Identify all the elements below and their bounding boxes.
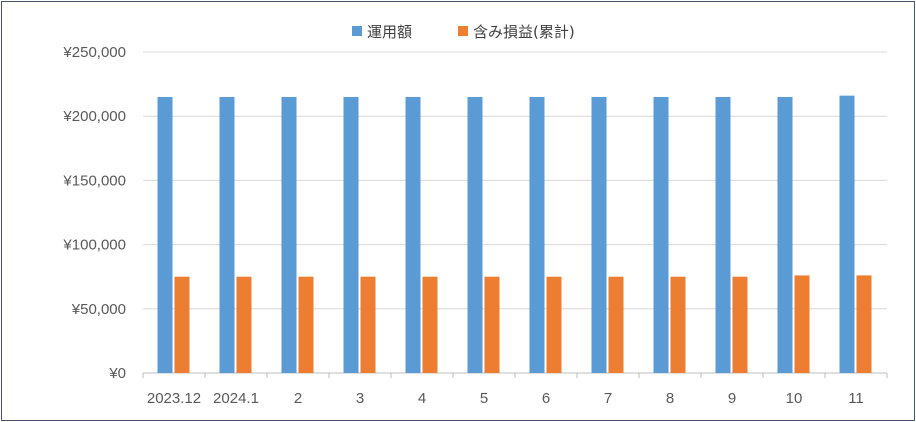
x-tick-label: 2024.1 [213, 390, 259, 407]
bar-fukumi-soneki [174, 276, 190, 373]
bar-fukumi-soneki [546, 276, 562, 373]
y-tick-label: ¥100,000 [62, 237, 126, 254]
x-tick-label: 11 [848, 390, 864, 407]
x-tick-label: 6 [542, 390, 550, 407]
y-tick-label: ¥200,000 [62, 108, 126, 125]
bar-unyougaku [777, 96, 793, 373]
bar-unyougaku [157, 96, 173, 373]
x-tick-label: 2023.12 [147, 390, 201, 407]
x-tick-label: 4 [418, 390, 426, 407]
bar-fukumi-soneki [236, 276, 252, 373]
y-tick-label: ¥0 [108, 365, 126, 382]
x-tick-label: 8 [666, 390, 674, 407]
legend-swatch [352, 26, 362, 36]
legend-label: 運用額 [367, 23, 412, 41]
bar-fukumi-soneki [732, 276, 748, 373]
bar-fukumi-soneki [298, 276, 314, 373]
x-tick-label: 7 [604, 390, 612, 407]
x-tick-label: 2 [294, 390, 302, 407]
x-tick-label: 9 [728, 390, 736, 407]
x-tick-label: 5 [480, 390, 488, 407]
bar-unyougaku [467, 96, 483, 373]
bar-unyougaku [405, 96, 421, 373]
y-tick-label: ¥150,000 [62, 172, 126, 189]
bar-unyougaku [281, 96, 297, 373]
bar-fukumi-soneki [484, 276, 500, 373]
bar-fukumi-soneki [856, 275, 872, 373]
bar-unyougaku [219, 96, 235, 373]
legend-swatch [458, 26, 468, 36]
bar-unyougaku [591, 96, 607, 373]
legend-label: 含み損益(累計) [473, 23, 575, 41]
bar-fukumi-soneki [608, 276, 624, 373]
x-tick-label: 3 [356, 390, 364, 407]
bar-unyougaku [529, 96, 545, 373]
bar-unyougaku [715, 96, 731, 373]
y-tick-label: ¥250,000 [62, 44, 126, 61]
bar-fukumi-soneki [794, 275, 810, 373]
x-tick-label: 10 [786, 390, 803, 407]
bar-fukumi-soneki [670, 276, 686, 373]
bar-unyougaku [653, 96, 669, 373]
bar-fukumi-soneki [422, 276, 438, 373]
bar-unyougaku [343, 96, 359, 373]
y-tick-label: ¥50,000 [71, 301, 126, 318]
bar-fukumi-soneki [360, 276, 376, 373]
bar-unyougaku [839, 95, 855, 373]
